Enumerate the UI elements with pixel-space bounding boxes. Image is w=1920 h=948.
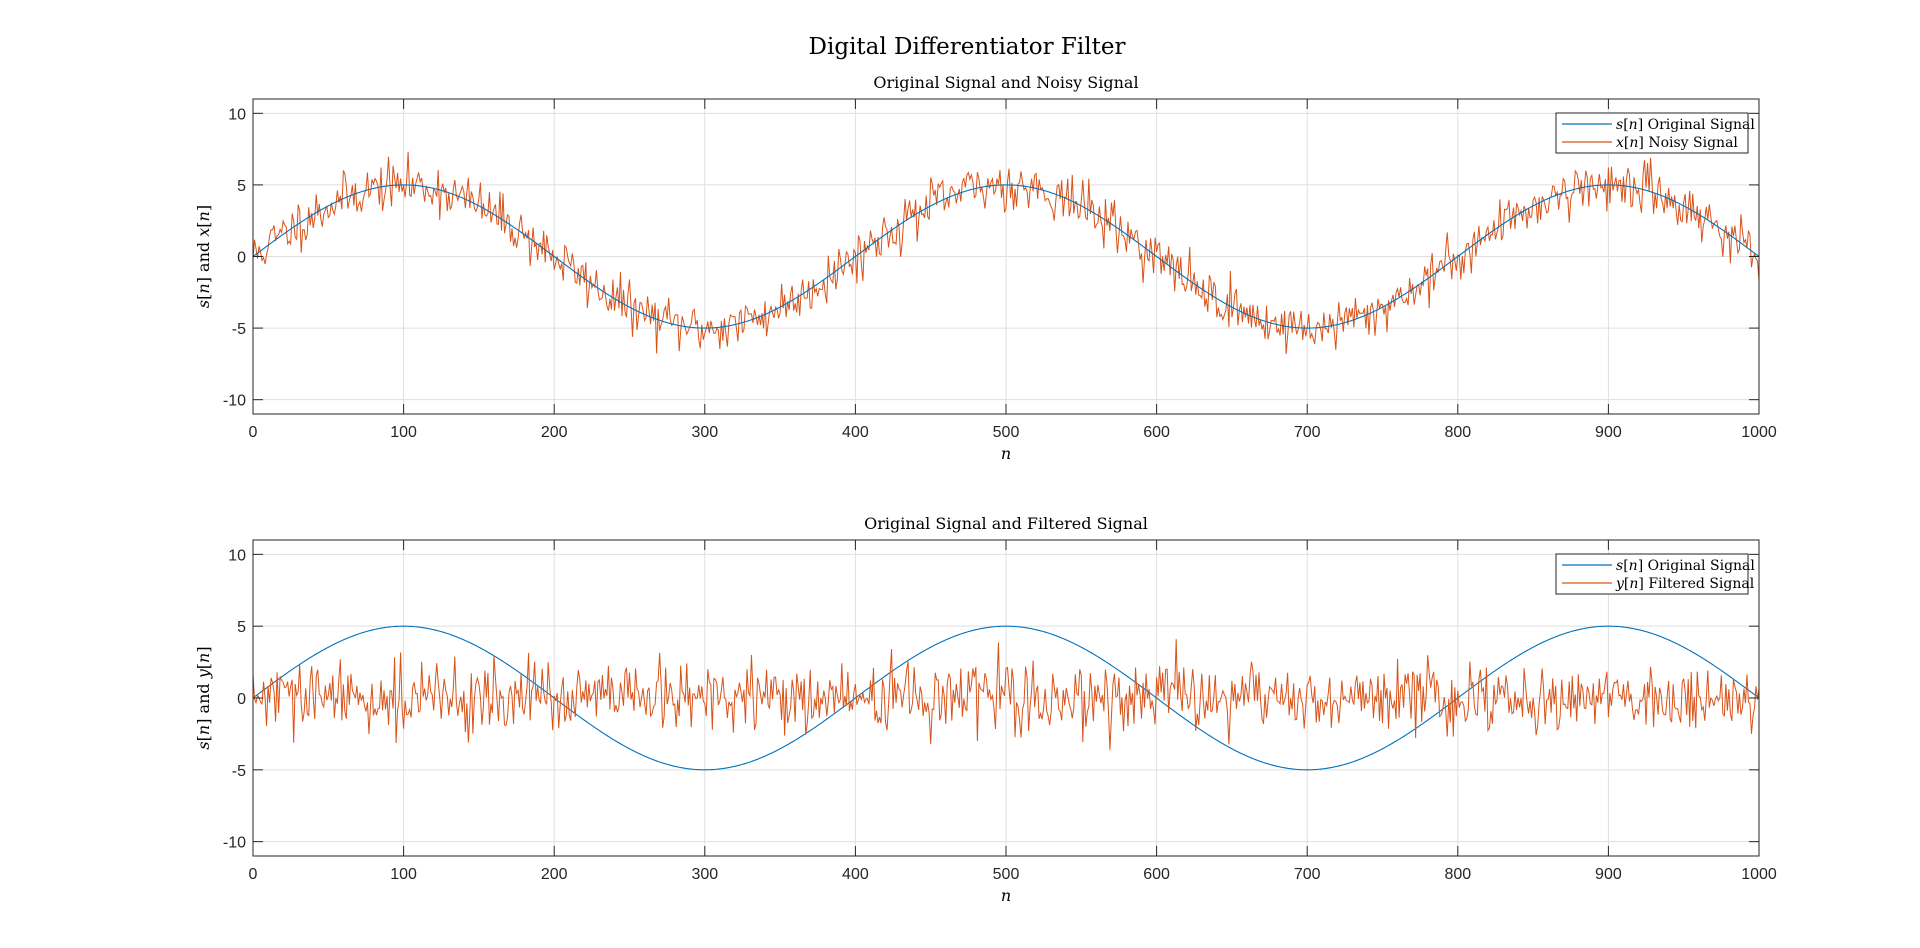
series-line-filtered — [253, 639, 1759, 750]
x-tick-label: 500 — [993, 866, 1020, 883]
series-group — [253, 151, 1759, 354]
y-axis-label: s[n] and x[n] — [194, 205, 213, 308]
y-tick-label: -5 — [232, 321, 246, 338]
y-tick-label: 10 — [228, 547, 246, 564]
x-tick-label: 200 — [541, 424, 568, 441]
series-line-original — [253, 184, 1759, 329]
x-tick-label: 800 — [1444, 424, 1471, 441]
x-axis-label: n — [1001, 886, 1011, 905]
legend-box — [1555, 112, 1749, 154]
legend-box — [1555, 553, 1749, 595]
x-tick-label: 500 — [993, 424, 1020, 441]
y-tick-label: 5 — [237, 619, 246, 636]
legend-entry: y[n] Filtered Signal — [1615, 576, 1755, 592]
x-tick-label: 1000 — [1741, 866, 1777, 883]
x-tick-label: 900 — [1595, 424, 1622, 441]
x-tick-label: 0 — [249, 424, 258, 441]
x-tick-label: 600 — [1143, 866, 1170, 883]
figure-title: Digital Differentiator Filter — [809, 34, 1126, 60]
x-tick-label: 600 — [1143, 424, 1170, 441]
x-tick-label: 900 — [1595, 866, 1622, 883]
y-tick-label: 5 — [237, 178, 246, 195]
x-axis-label: n — [1001, 444, 1011, 463]
y-tick-label: -5 — [232, 763, 246, 780]
series-group — [253, 625, 1759, 771]
x-tick-label: 300 — [691, 424, 718, 441]
legend-entry: x[n] Noisy Signal — [1616, 135, 1738, 151]
x-tick-label: 1000 — [1741, 424, 1777, 441]
series-line-noisy — [253, 151, 1759, 354]
y-tick-label: 10 — [228, 106, 246, 123]
axes-title: Original Signal and Noisy Signal — [873, 73, 1138, 92]
series-line-original — [253, 625, 1759, 771]
y-tick-label: 0 — [237, 250, 246, 267]
x-tick-label: 300 — [691, 866, 718, 883]
x-tick-label: 100 — [390, 866, 417, 883]
y-tick-label: -10 — [223, 835, 246, 852]
y-tick-label: 0 — [237, 691, 246, 708]
x-tick-label: 100 — [390, 424, 417, 441]
legend-entry: s[n] Original Signal — [1616, 558, 1755, 574]
x-tick-label: 400 — [842, 866, 869, 883]
y-tick-label: -10 — [223, 393, 246, 410]
x-tick-label: 200 — [541, 866, 568, 883]
x-tick-label: 400 — [842, 424, 869, 441]
x-tick-label: 700 — [1294, 424, 1321, 441]
axes-top: 0 100 200 300 400 500 600 700 800 900 1000 -10 -5 0 5 1… — [194, 73, 1777, 463]
x-tick-label: 0 — [249, 866, 258, 883]
legend-entry: s[n] Original Signal — [1616, 117, 1755, 133]
x-tick-label: 800 — [1444, 866, 1471, 883]
axes-title: Original Signal and Filtered Signal — [864, 514, 1148, 533]
axes-bottom: 0 100 200 300 400 500 600 700 800 900 1000 -10 -5 0 5 1… — [194, 514, 1777, 905]
y-axis-label: s[n] and y[n] — [194, 646, 213, 749]
x-tick-label: 700 — [1294, 866, 1321, 883]
